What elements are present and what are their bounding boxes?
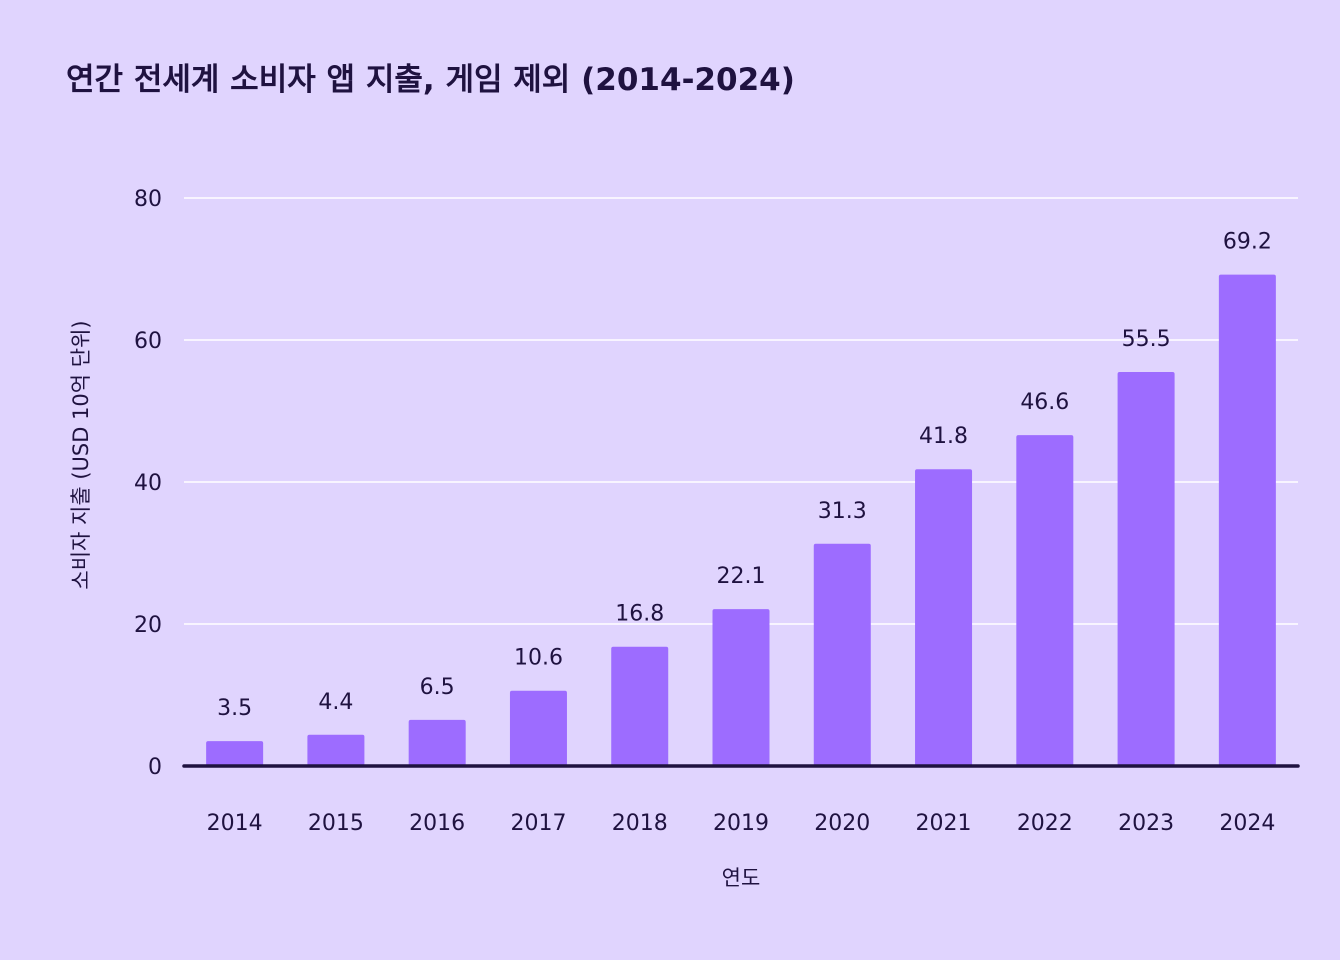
y-axis-title: 소비자 지출 (USD 10억 단위) [69, 320, 93, 589]
x-axis-ticks: 2014 2015 2016 2017 2018 2019 2020 2021 2022 2023… [207, 811, 1276, 836]
y-tick-label: 80 [134, 187, 162, 212]
data-label: 55.5 [1122, 327, 1171, 352]
x-tick-label: 2018 [612, 811, 668, 836]
bars [206, 274, 1276, 766]
bar [1016, 435, 1074, 766]
chart-title: 연간 전세계 소비자 앱 지출, 게임 제외 (2014-2024) [66, 62, 795, 98]
bar [206, 741, 264, 766]
data-label: 22.1 [717, 564, 766, 589]
x-tick-label: 2014 [207, 811, 263, 836]
gridlines [184, 197, 1298, 625]
x-tick-label: 2015 [308, 811, 364, 836]
x-axis-title: 연도 [722, 866, 761, 890]
y-tick-label: 0 [148, 755, 162, 780]
x-tick-label: 2024 [1219, 811, 1275, 836]
data-labels: 3.5 4.4 6.5 10.6 16.8 22.1 31.3 41.8 46.6 55.5 69.… [217, 230, 1272, 721]
bar [1218, 274, 1276, 766]
y-tick-label: 40 [134, 471, 162, 496]
data-label: 16.8 [615, 602, 664, 627]
bar [915, 469, 973, 766]
data-label: 10.6 [514, 646, 563, 671]
x-tick-label: 2020 [814, 811, 870, 836]
bar [813, 543, 871, 766]
y-tick-label: 60 [134, 329, 162, 354]
x-tick-label: 2016 [409, 811, 465, 836]
y-tick-label: 20 [134, 613, 162, 638]
x-tick-label: 2023 [1118, 811, 1174, 836]
bar [712, 609, 770, 766]
bar [509, 690, 567, 766]
data-label: 46.6 [1020, 390, 1069, 415]
data-label: 4.4 [318, 690, 353, 715]
data-label: 6.5 [420, 675, 455, 700]
bar [307, 734, 365, 766]
data-label: 3.5 [217, 696, 252, 721]
x-tick-label: 2022 [1017, 811, 1073, 836]
x-tick-label: 2019 [713, 811, 769, 836]
x-tick-label: 2017 [510, 811, 566, 836]
data-label: 41.8 [919, 424, 968, 449]
x-tick-label: 2021 [916, 811, 972, 836]
data-label: 69.2 [1223, 230, 1272, 255]
data-label: 31.3 [818, 499, 867, 524]
bar [1117, 371, 1175, 766]
y-axis-ticks: 0 20 40 60 80 [134, 187, 162, 780]
bar [408, 719, 466, 766]
bar [611, 646, 669, 766]
